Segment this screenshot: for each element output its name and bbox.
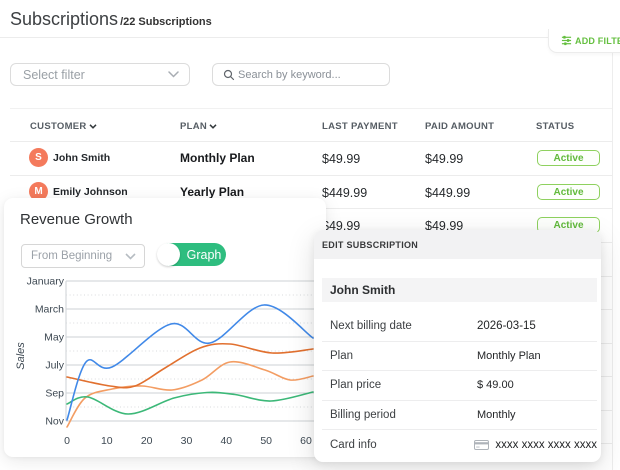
svg-text:Sales: Sales	[15, 342, 27, 370]
svg-text:Sep: Sep	[45, 388, 64, 400]
svg-text:July: July	[45, 360, 64, 372]
svg-text:20: 20	[141, 435, 153, 447]
svg-text:0: 0	[64, 435, 70, 447]
svg-text:May: May	[44, 332, 65, 344]
svg-text:Nov: Nov	[45, 416, 64, 428]
svg-text:March: March	[35, 304, 64, 316]
svg-text:60: 60	[300, 435, 312, 447]
svg-text:January: January	[27, 276, 65, 288]
svg-text:50: 50	[260, 435, 272, 447]
svg-text:10: 10	[101, 435, 113, 447]
svg-text:30: 30	[181, 435, 193, 447]
svg-text:40: 40	[220, 435, 232, 447]
